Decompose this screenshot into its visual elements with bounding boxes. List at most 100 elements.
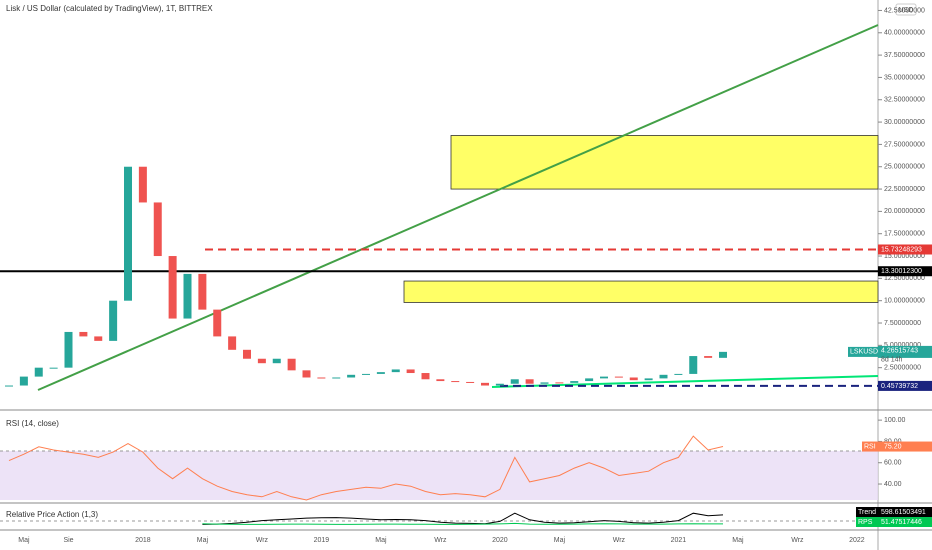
level-badge xyxy=(878,244,932,255)
y-tick-label: 10.00000000 xyxy=(884,298,925,305)
rsi-line xyxy=(8,435,724,501)
level-label: 13.30012300 xyxy=(881,268,922,275)
y-tick-label: 42.50000000 xyxy=(884,7,925,14)
candle xyxy=(228,336,237,350)
rpa-badge xyxy=(856,517,932,527)
rpa-value: 598.61503491 xyxy=(881,509,926,516)
zone xyxy=(403,280,879,303)
candle xyxy=(287,358,296,371)
level-label: 15.73248293 xyxy=(881,246,922,253)
candle xyxy=(466,381,475,383)
candle xyxy=(555,382,564,384)
x-tick-label: Wrz xyxy=(256,537,269,544)
candle xyxy=(376,372,385,374)
candle xyxy=(614,376,623,378)
candle xyxy=(332,377,341,379)
symbol-badge xyxy=(848,346,878,357)
rsi-badge xyxy=(862,441,932,452)
chart-title: Lisk / US Dollar (calculated by TradingV… xyxy=(6,4,213,13)
x-tick-label: 2019 xyxy=(314,537,330,544)
candle xyxy=(109,300,118,341)
candle xyxy=(19,376,28,386)
candle xyxy=(79,331,88,337)
y-tick-label: 22.50000000 xyxy=(884,186,925,193)
rsi-name: RSI xyxy=(864,443,876,450)
candle xyxy=(168,256,177,319)
currency: USD xyxy=(899,7,914,14)
candle xyxy=(689,356,698,374)
candle xyxy=(674,373,683,375)
rpa-name: RPS xyxy=(858,519,873,526)
x-tick-label: 2020 xyxy=(492,537,508,544)
level-badge xyxy=(878,266,932,277)
candle xyxy=(436,379,445,382)
x-tick-label: Maj xyxy=(18,537,30,544)
candle xyxy=(704,356,713,358)
y-tick-label: 25.00000000 xyxy=(884,164,925,171)
rpa-value: 51.47517446 xyxy=(881,519,922,526)
x-tick-label: Maj xyxy=(554,537,566,544)
candle xyxy=(391,369,400,373)
candle xyxy=(317,377,326,379)
candle xyxy=(481,382,489,386)
candle xyxy=(138,166,147,203)
candle xyxy=(362,373,370,375)
candle xyxy=(302,370,311,378)
candle xyxy=(257,358,266,364)
candle xyxy=(198,273,207,310)
candle xyxy=(451,381,460,383)
candle xyxy=(272,358,281,364)
candle xyxy=(213,309,222,337)
rsi-value: 75.20 xyxy=(884,443,902,450)
x-tick-label: Maj xyxy=(197,537,209,544)
y-tick-label: 37.50000000 xyxy=(884,52,925,59)
rsi-tick-label: 60.00 xyxy=(884,460,902,467)
y-tick-label: 17.50000000 xyxy=(884,231,925,238)
x-tick-label: 2021 xyxy=(671,537,687,544)
x-tick-label: Sie xyxy=(63,537,73,544)
countdown: 8d 14h xyxy=(881,357,903,364)
candle xyxy=(525,379,534,384)
y-tick-label: 30.00000000 xyxy=(884,119,925,126)
y-tick-label: 40.00000000 xyxy=(884,30,925,37)
y-tick-label: 15.00000000 xyxy=(884,253,925,260)
y-tick-label: 32.50000000 xyxy=(884,97,925,104)
candle xyxy=(64,331,73,368)
candle xyxy=(183,273,192,319)
x-tick-label: 2022 xyxy=(849,537,865,544)
price-badge xyxy=(878,345,932,358)
zone xyxy=(450,135,879,190)
price-label: 4.26515743 xyxy=(881,348,918,355)
level-badge xyxy=(878,380,932,391)
y-tick-label: 20.00000000 xyxy=(884,208,925,215)
candle xyxy=(719,351,727,358)
candle xyxy=(347,374,356,378)
candle xyxy=(243,349,251,359)
candle xyxy=(644,378,653,381)
candle xyxy=(406,369,415,374)
rsi-title: RSI (14, close) xyxy=(6,419,59,428)
y-tick-label: 27.50000000 xyxy=(884,141,925,148)
candle xyxy=(495,383,504,386)
symbol: LSKUSD xyxy=(850,349,878,356)
y-tick-label: 5.00000000 xyxy=(884,342,921,349)
candle xyxy=(124,166,132,301)
candle xyxy=(421,373,430,380)
rsi-band xyxy=(0,451,878,500)
y-tick-label: 7.50000000 xyxy=(884,320,921,327)
y-tick-label: 12.50000000 xyxy=(884,275,925,282)
rsi-tick-label: 100.00 xyxy=(884,417,906,424)
candle xyxy=(34,367,43,377)
candle xyxy=(629,377,638,381)
level-label: 0.45739732 xyxy=(881,383,918,390)
x-tick-label: Maj xyxy=(375,537,387,544)
candle xyxy=(49,367,58,369)
candle xyxy=(94,336,103,341)
x-tick-label: Wrz xyxy=(791,537,804,544)
candle xyxy=(540,382,549,384)
rpa-line xyxy=(202,522,723,525)
y-tick-label: 2.50000000 xyxy=(884,365,921,372)
candle xyxy=(570,381,579,383)
